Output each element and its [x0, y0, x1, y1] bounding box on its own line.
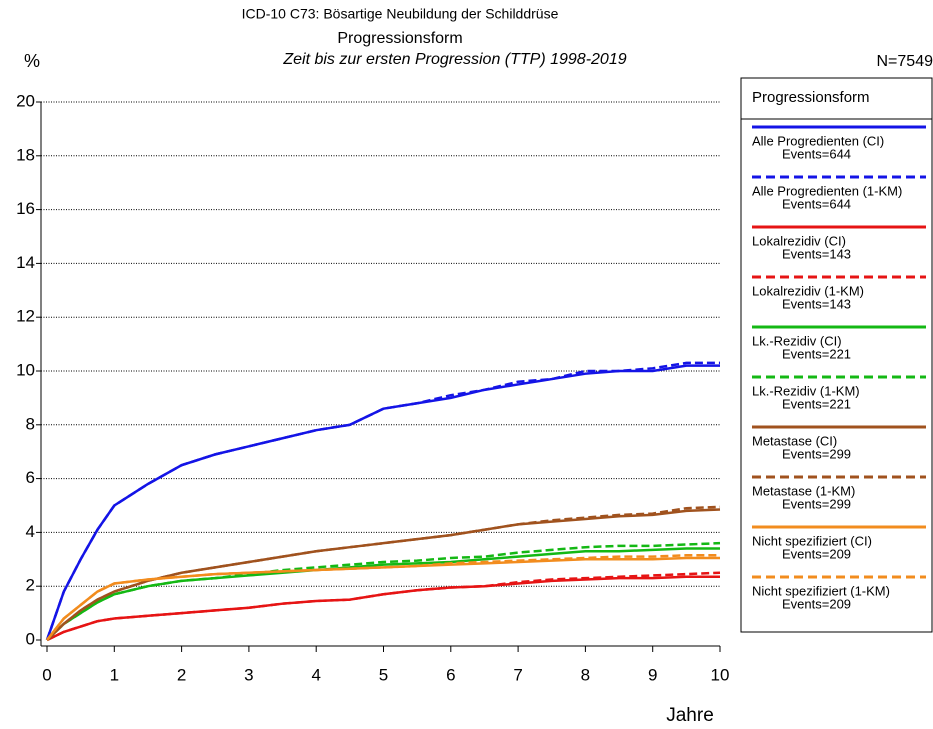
x-tick-label: 6 [446, 665, 455, 684]
y-tick-label: 10 [16, 360, 35, 379]
y-tick-label: 16 [16, 199, 35, 218]
x-tick-label: 5 [379, 665, 388, 684]
legend-events: Events=143 [782, 296, 851, 311]
y-tick-label: 6 [26, 468, 35, 487]
legend-events: Events=209 [782, 596, 851, 611]
x-tick-label: 2 [177, 665, 186, 684]
n-label: N=7549 [877, 53, 933, 70]
y-tick-label: 0 [26, 629, 35, 648]
legend-events: Events=221 [782, 396, 851, 411]
series-line [46, 505, 721, 641]
legend-events: Events=209 [782, 546, 851, 561]
series-line [45, 361, 720, 641]
chart-subtitle: Progressionsform [337, 30, 462, 47]
legend-title: Progressionsform [752, 89, 870, 106]
legend-events: Events=644 [782, 146, 851, 161]
x-tick-label: 4 [311, 665, 320, 684]
x-tick-label: 7 [513, 665, 522, 684]
legend-label: Metastase (CI) [752, 433, 837, 448]
legend-label: Alle Progredienten (1-KM) [752, 183, 902, 198]
legend-events: Events=644 [782, 196, 851, 211]
legend-events: Events=299 [782, 446, 851, 461]
legend-label: Nicht spezifiziert (CI) [752, 533, 872, 548]
chart-title: ICD-10 C73: Bösartige Neubildung der Sch… [242, 6, 559, 22]
legend-label: Alle Progredienten (CI) [752, 133, 884, 148]
x-tick-label: 9 [648, 665, 657, 684]
y-tick-label: 4 [26, 522, 35, 541]
chart-caption: Zeit bis zur ersten Progression (TTP) 19… [282, 51, 626, 68]
y-tick-label: 14 [16, 253, 35, 272]
y-tick-label: 12 [16, 307, 35, 326]
series-line [45, 364, 720, 641]
x-tick-label: 8 [581, 665, 590, 684]
legend-events: Events=299 [782, 496, 851, 511]
x-tick-label: 1 [110, 665, 119, 684]
legend-label: Lokalrezidiv (CI) [752, 233, 846, 248]
series-line [46, 554, 720, 641]
series-line [46, 508, 721, 641]
series-line [46, 556, 720, 641]
x-tick-label: 10 [711, 665, 730, 684]
legend-events: Events=221 [782, 346, 851, 361]
legend-label: Lk.-Rezidiv (CI) [752, 333, 842, 348]
series-line [46, 571, 721, 642]
legend-label: Nicht spezifiziert (1-KM) [752, 583, 890, 598]
y-tick-label: 20 [16, 91, 35, 110]
y-axis-label: % [24, 51, 40, 71]
y-tick-label: 18 [16, 145, 35, 164]
y-tick-label: 8 [26, 414, 35, 433]
y-tick-label: 2 [26, 576, 35, 595]
x-axis-label: Jahre [666, 705, 714, 726]
series-line [46, 541, 721, 641]
legend-label: Lokalrezidiv (1-KM) [752, 283, 864, 298]
legend-label: Lk.-Rezidiv (1-KM) [752, 383, 860, 398]
legend-events: Events=143 [782, 246, 851, 261]
legend-box [740, 77, 933, 633]
x-tick-label: 0 [42, 665, 51, 684]
x-tick-label: 3 [244, 665, 253, 684]
legend-label: Metastase (1-KM) [752, 483, 855, 498]
